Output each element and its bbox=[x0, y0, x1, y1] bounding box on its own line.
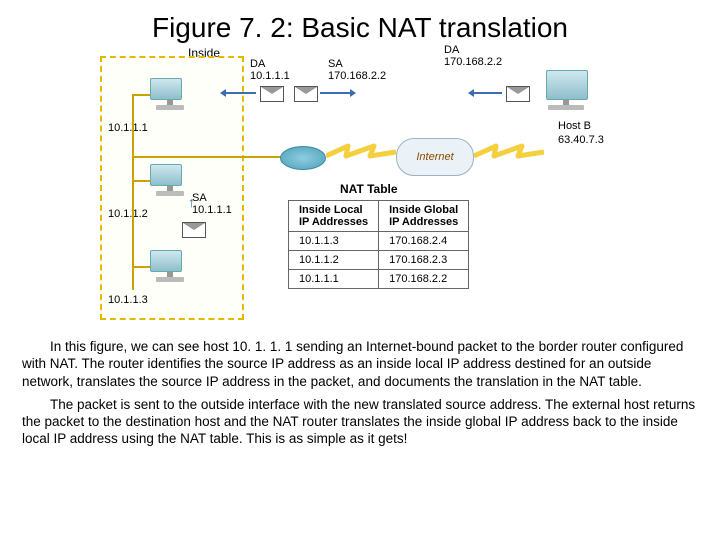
hostb-label: Host B bbox=[558, 120, 591, 132]
table-row: 10.1.1.2 170.168.2.3 bbox=[289, 251, 469, 270]
nat-table: Inside LocalIP Addresses Inside GlobalIP… bbox=[288, 200, 469, 289]
col-inside-local: Inside LocalIP Addresses bbox=[289, 201, 379, 232]
lightning-icon-2 bbox=[474, 142, 544, 170]
envelope-sa2 bbox=[182, 222, 206, 238]
cell-local-3: 10.1.1.1 bbox=[289, 270, 379, 289]
nat-router bbox=[280, 146, 326, 170]
pc1-ip: 10.1.1.1 bbox=[108, 122, 148, 134]
pc-1 bbox=[150, 78, 190, 114]
bus-h1 bbox=[132, 94, 150, 96]
da2-callout: DA 170.168.2.2 bbox=[444, 44, 502, 68]
cell-local-1: 10.1.1.3 bbox=[289, 232, 379, 251]
da-arrow bbox=[226, 92, 256, 94]
host-b bbox=[546, 70, 586, 106]
sa-label: SA bbox=[328, 58, 343, 70]
table-row: 10.1.1.1 170.168.2.2 bbox=[289, 270, 469, 289]
envelope-da2 bbox=[506, 86, 530, 102]
table-row: 10.1.1.3 170.168.2.4 bbox=[289, 232, 469, 251]
hostb-ip: 63.40.7.3 bbox=[558, 134, 604, 146]
bus-vert bbox=[132, 94, 134, 290]
up-arrow-icon: ↑ bbox=[188, 194, 195, 210]
bus-h3 bbox=[132, 266, 150, 268]
pc3-ip: 10.1.1.3 bbox=[108, 294, 148, 306]
da-ip: 10.1.1.1 bbox=[250, 70, 290, 82]
sa2-label: SA 10.1.1.1 bbox=[192, 192, 232, 216]
pc2-ip: 10.1.1.2 bbox=[108, 208, 148, 220]
da-label: DA bbox=[250, 58, 265, 70]
cell-global-2: 170.168.2.3 bbox=[379, 251, 469, 270]
sa2-ip: 10.1.1.1 bbox=[192, 204, 232, 216]
nat-table-title: NAT Table bbox=[340, 182, 398, 196]
paragraph-2: The packet is sent to the outside interf… bbox=[22, 396, 698, 448]
bus-to-router bbox=[132, 156, 282, 158]
da2-label: DA bbox=[444, 44, 459, 56]
pc-2 bbox=[150, 164, 190, 200]
da-callout: DA 10.1.1.1 bbox=[250, 58, 290, 82]
pc-3 bbox=[150, 250, 190, 286]
sa-callout: SA 170.168.2.2 bbox=[328, 58, 386, 82]
h1a: Inside Local bbox=[299, 204, 363, 216]
sa-arrow bbox=[320, 92, 350, 94]
envelope-sa bbox=[294, 86, 318, 102]
figure-title: Figure 7. 2: Basic NAT translation bbox=[0, 0, 720, 44]
cell-local-2: 10.1.1.2 bbox=[289, 251, 379, 270]
cell-global-3: 170.168.2.2 bbox=[379, 270, 469, 289]
da2-ip: 170.168.2.2 bbox=[444, 56, 502, 68]
paragraph-1: In this figure, we can see host 10. 1. 1… bbox=[22, 338, 698, 390]
h1b: IP Addresses bbox=[299, 216, 368, 228]
bus-h2 bbox=[132, 180, 150, 182]
da2-arrow bbox=[474, 92, 502, 94]
envelope-da bbox=[260, 86, 284, 102]
lightning-icon bbox=[326, 142, 396, 170]
internet-cloud: Internet bbox=[396, 138, 474, 176]
body-text: In this figure, we can see host 10. 1. 1… bbox=[0, 324, 720, 448]
table-header-row: Inside LocalIP Addresses Inside GlobalIP… bbox=[289, 201, 469, 232]
h2a: Inside Global bbox=[389, 204, 458, 216]
sa-ip: 170.168.2.2 bbox=[328, 70, 386, 82]
cell-global-1: 170.168.2.4 bbox=[379, 232, 469, 251]
col-inside-global: Inside GlobalIP Addresses bbox=[379, 201, 469, 232]
h2b: IP Addresses bbox=[389, 216, 458, 228]
nat-diagram: Inside 10.1.1.1 10.1.1.2 10.1.1.3 SA 10.… bbox=[10, 44, 710, 324]
